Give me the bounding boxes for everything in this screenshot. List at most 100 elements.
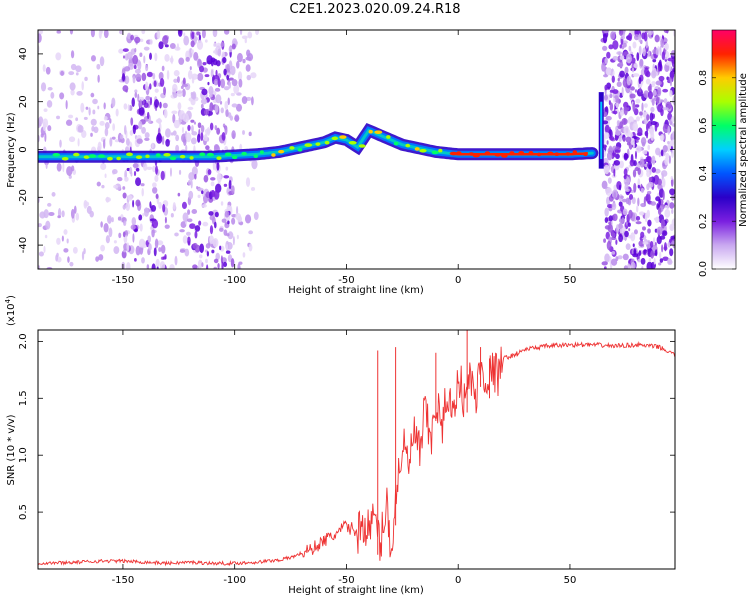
spectrogram-speckle <box>65 100 68 110</box>
spectrogram-speckle <box>236 52 243 63</box>
spectrogram-speckle <box>118 232 122 239</box>
spectrogram-speckle <box>647 181 654 188</box>
spectrogram-speckle <box>202 61 207 66</box>
spectrogram-speckle <box>620 35 626 40</box>
ridge-hotspot <box>163 152 171 157</box>
spectrogram-speckle <box>628 194 634 200</box>
spectrogram-speckle <box>162 256 167 260</box>
spectrogram-speckle <box>73 205 77 214</box>
spectrogram-speckle <box>81 130 87 139</box>
spectrogram-speckle <box>610 258 618 266</box>
spectrogram-speckle <box>156 266 159 269</box>
ridge-hotspot <box>297 148 303 152</box>
spectrogram-speckle <box>72 246 78 254</box>
spectrogram-speckle <box>223 261 228 268</box>
spectrogram-speckle <box>165 138 170 147</box>
spectrogram-speckle <box>623 152 628 161</box>
spectrogram-speckle <box>144 132 150 139</box>
spectrogram-speckle <box>70 208 75 219</box>
spectrogram-speckle <box>247 31 253 39</box>
spectrogram-speckle <box>614 149 621 153</box>
spectrogram-speckle <box>654 123 658 132</box>
spectrogram-speckle <box>89 210 94 218</box>
spectrogram-speckle <box>659 133 665 141</box>
spectrogram-speckle <box>640 137 647 146</box>
spectrogram-speckle <box>77 124 84 133</box>
spectrogram-speckle <box>646 190 652 195</box>
spectrogram-speckle <box>161 135 165 146</box>
spectrogram-speckle <box>655 48 659 56</box>
spectrogram-speckle <box>67 256 70 263</box>
spectrogram-speckle <box>180 221 187 229</box>
spectrogram-speckle <box>615 224 620 234</box>
spectrogram-speckle <box>633 248 637 256</box>
spectrogram-speckle <box>152 182 157 188</box>
spectrogram-speckle <box>38 251 44 257</box>
spectrogram-speckle <box>670 175 674 180</box>
spectrogram-speckle <box>130 224 136 230</box>
spectrogram-speckle <box>201 204 207 208</box>
snr-y-multiplier: (x104) <box>4 295 17 326</box>
spectrogram-speckle <box>650 240 654 248</box>
spectrogram-speckle <box>190 49 194 54</box>
spectrogram-speckle <box>75 117 79 122</box>
snr-x-tick-label: -50 <box>338 575 354 586</box>
spectrogram-speckle <box>122 48 129 52</box>
spectrogram-speckle <box>164 224 170 229</box>
spectrogram-speckle <box>175 134 180 142</box>
spectrogram-speckle <box>630 86 635 91</box>
spectrogram-speckle <box>201 190 204 195</box>
spectrogram-x-tick-label: -100 <box>223 275 246 286</box>
spectrogram-speckle <box>57 208 62 218</box>
spectrogram-speckle <box>95 256 100 262</box>
spectrogram-speckle <box>141 257 145 264</box>
spectrogram-speckle <box>186 231 191 236</box>
ridge-hotspot <box>315 142 321 146</box>
spectrogram-x-ticks: -150 -100 -50 0 50 <box>112 30 576 286</box>
spectrogram-speckle <box>103 30 109 39</box>
spectrogram-speckle <box>154 174 159 182</box>
spectrogram-speckle <box>185 144 188 152</box>
spectrogram-speckle <box>206 55 213 65</box>
spectrogram-speckle <box>199 65 205 73</box>
spectrogram-speckle <box>632 253 639 258</box>
spectrogram-speckle <box>619 109 624 117</box>
spectrogram-speckle <box>228 179 232 190</box>
spectrogram-speckle <box>187 124 191 132</box>
spectrogram-speckle <box>157 132 162 141</box>
spectrogram-speckle <box>155 193 159 200</box>
spectrogram-speckle <box>161 65 165 72</box>
spectrogram-speckle <box>645 193 651 203</box>
spectrogram-speckle <box>145 64 149 72</box>
spectrogram-speckle <box>135 177 142 187</box>
spectrogram-speckle <box>218 174 222 178</box>
spectrogram-speckle <box>194 173 197 180</box>
ridge-hotspot <box>348 140 357 145</box>
spectrogram-y-ticks: -40 -20 0 20 40 <box>18 48 675 253</box>
spectrogram-speckle <box>604 253 610 263</box>
spectrogram-speckle <box>646 261 653 269</box>
spectrogram-speckle <box>190 119 195 123</box>
spectrogram-speckle <box>100 221 103 228</box>
spectrogram-speckle <box>669 188 675 196</box>
spectrogram-speckle <box>613 192 617 200</box>
spectrogram-speckle <box>646 114 650 121</box>
ridge-hotspot <box>199 152 206 157</box>
spectrogram-speckle <box>217 48 222 57</box>
spectrogram-speckle <box>126 167 130 172</box>
spectrogram-speckle <box>125 202 131 211</box>
spectrogram-speckle <box>201 30 206 39</box>
spectrogram-speckle <box>139 38 144 43</box>
spectrogram-speckle <box>662 190 665 201</box>
spectrogram-speckle <box>635 98 641 104</box>
spectrogram-speckle <box>47 125 52 132</box>
spectrogram-speckle <box>152 72 156 80</box>
spectrogram-speckle <box>652 237 656 247</box>
spectrogram-speckle <box>68 114 74 119</box>
spectrogram-speckle <box>207 169 212 175</box>
spectrogram-speckle <box>662 107 669 111</box>
spectrogram-speckle <box>69 82 76 91</box>
spectrogram-speckle <box>141 188 144 197</box>
spectrogram-speckle <box>637 167 641 176</box>
spectrogram-speckle <box>226 63 230 73</box>
